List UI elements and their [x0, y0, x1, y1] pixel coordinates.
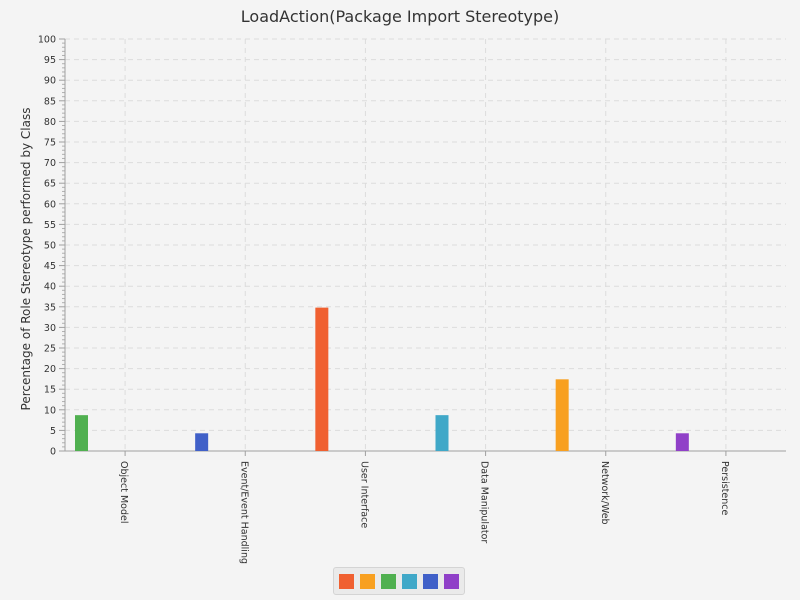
- y-tick-label: 85: [44, 96, 56, 107]
- x-tick-label: Event/Event Handling: [238, 461, 249, 564]
- legend-swatch: [339, 573, 354, 589]
- y-tick-label: 30: [44, 323, 56, 334]
- legend-swatch: [423, 573, 438, 589]
- y-tick-label: 90: [44, 76, 56, 87]
- y-tick-label: 100: [38, 35, 56, 46]
- bar: [75, 415, 88, 451]
- y-tick-label: 55: [44, 220, 56, 231]
- bar: [435, 415, 449, 451]
- y-tick-label: 10: [44, 405, 56, 416]
- y-tick-label: 20: [44, 364, 56, 375]
- y-tick-label: 45: [44, 261, 56, 272]
- y-tick-label: 70: [44, 158, 56, 169]
- y-tick-label: 35: [44, 302, 56, 313]
- x-tick-label: Object Model: [118, 461, 129, 523]
- legend-swatch: [360, 573, 375, 589]
- y-tick-label: 40: [44, 282, 56, 293]
- x-tick-label: User Interface: [358, 461, 369, 528]
- y-tick-label: 5: [50, 426, 56, 437]
- legend-swatch: [402, 573, 417, 589]
- legend-swatch: [444, 573, 459, 589]
- y-tick-label: 0: [50, 447, 56, 458]
- x-tick-label: Persistence: [719, 461, 730, 515]
- y-tick-label: 75: [44, 138, 56, 149]
- y-tick-label: 25: [44, 344, 56, 355]
- y-tick-label: 50: [44, 241, 56, 252]
- y-tick-label: 80: [44, 117, 56, 128]
- bar: [315, 307, 329, 451]
- y-tick-label: 65: [44, 179, 56, 190]
- x-tick-label: Network/Web: [599, 461, 610, 525]
- bar: [555, 379, 569, 451]
- chart-legend: [333, 567, 465, 595]
- bar: [195, 433, 209, 451]
- bar: [675, 433, 689, 451]
- x-tick-label: Data Manipulator: [479, 461, 490, 543]
- y-tick-label: 95: [44, 55, 56, 66]
- y-tick-label: 15: [44, 385, 56, 396]
- legend-swatch: [381, 573, 396, 589]
- y-tick-label: 60: [44, 199, 56, 210]
- chart-title: LoadAction(Package Import Stereotype): [240, 7, 560, 26]
